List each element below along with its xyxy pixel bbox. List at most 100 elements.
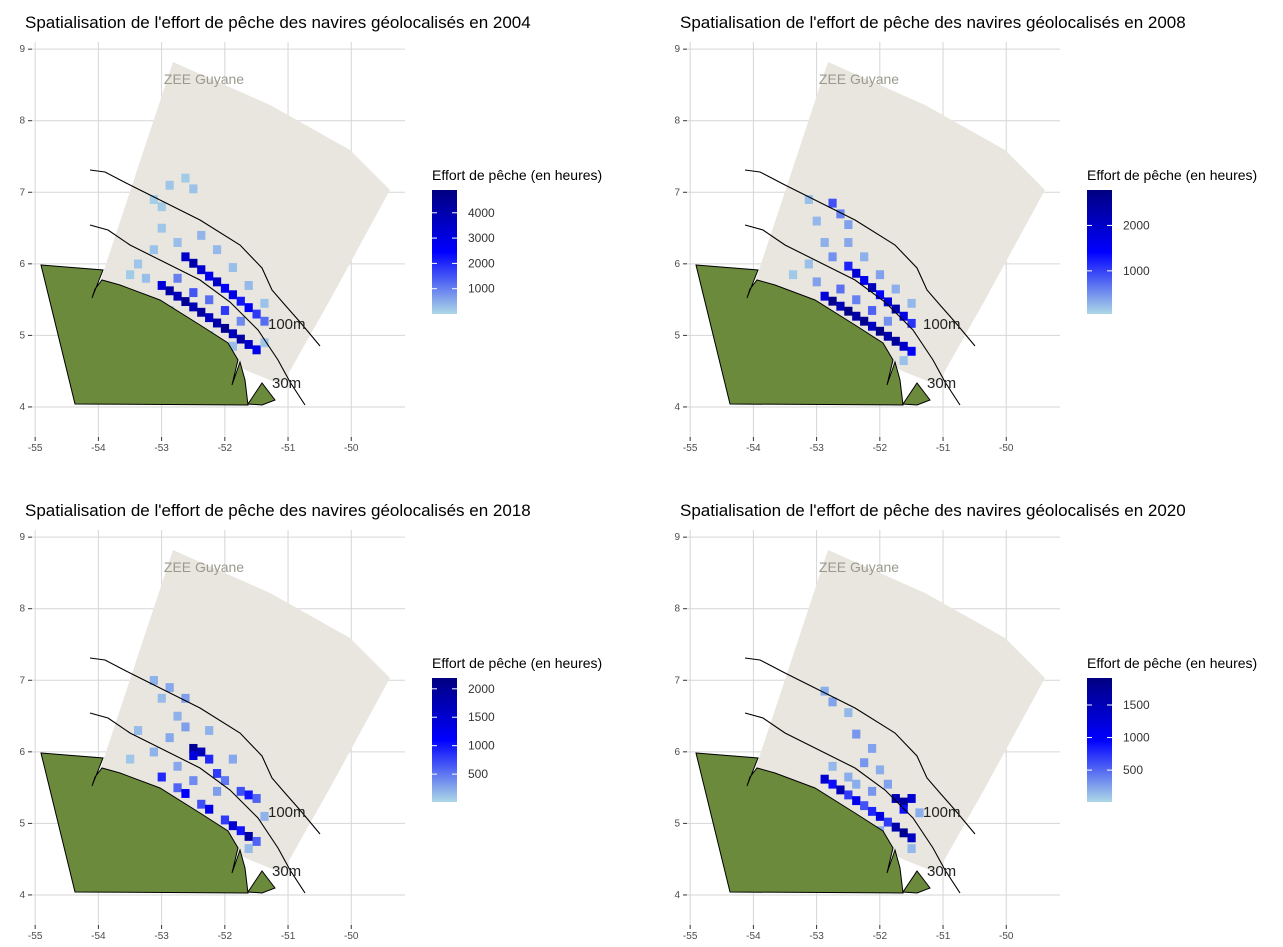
effort-cell xyxy=(860,758,869,768)
y-tick-label: 8 xyxy=(674,604,680,615)
effort-cell xyxy=(220,776,230,786)
effort-cell xyxy=(228,329,237,339)
effort-cell xyxy=(220,323,230,333)
y-tick-label: 8 xyxy=(19,604,25,615)
y-tick-label: 5 xyxy=(19,330,25,341)
effort-cell xyxy=(149,245,158,255)
effort-cell xyxy=(899,797,908,807)
effort-cell xyxy=(852,295,861,305)
effort-cell xyxy=(907,298,916,308)
effort-cell xyxy=(244,831,253,841)
map-panel: Spatialisation de l'effort de pêche des … xyxy=(19,501,602,942)
y-tick-label: 7 xyxy=(674,675,680,686)
effort-cell xyxy=(907,794,916,803)
x-tick-label: -53 xyxy=(154,443,169,454)
effort-cell xyxy=(867,743,877,753)
x-tick-label: -52 xyxy=(218,443,233,454)
effort-cell xyxy=(899,341,908,351)
zone-label: ZEE Guyane xyxy=(164,71,244,87)
effort-cell xyxy=(875,270,885,280)
effort-cell xyxy=(891,304,900,314)
effort-cell xyxy=(828,252,837,262)
legend-tick-label: 500 xyxy=(1123,763,1143,777)
effort-cell xyxy=(915,808,924,818)
effort-cell xyxy=(867,306,877,315)
effort-cell xyxy=(883,779,892,789)
x-tick-label: -53 xyxy=(154,931,169,942)
effort-cell xyxy=(197,265,206,275)
effort-cell xyxy=(907,318,916,328)
effort-cell xyxy=(860,275,869,285)
effort-cell xyxy=(157,693,166,703)
effort-cell xyxy=(899,828,908,838)
legend-tick-label: 500 xyxy=(468,767,488,781)
legend-colorbar xyxy=(432,678,457,802)
legend-tick-label: 1500 xyxy=(468,710,495,724)
effort-cell xyxy=(228,754,237,764)
effort-cell xyxy=(126,270,135,280)
land xyxy=(695,752,931,894)
effort-cell xyxy=(228,341,237,351)
panel-title: Spatialisation de l'effort de pêche des … xyxy=(680,13,1186,32)
y-tick-label: 7 xyxy=(19,187,25,198)
isobath-30m xyxy=(89,712,306,894)
legend-tick-label: 1000 xyxy=(1123,264,1150,278)
effort-cell xyxy=(181,789,190,798)
effort-cell xyxy=(244,281,253,290)
effort-cell xyxy=(907,844,916,854)
isobath-label: 100m xyxy=(268,316,306,333)
y-tick-label: 6 xyxy=(674,747,680,758)
effort-cell xyxy=(820,291,829,301)
map-panel: Spatialisation de l'effort de pêche des … xyxy=(674,13,1257,454)
y-tick-label: 6 xyxy=(674,259,680,270)
effort-cell xyxy=(181,173,190,183)
eez-zone xyxy=(755,550,1045,873)
y-tick-label: 4 xyxy=(19,402,25,413)
effort-cell xyxy=(867,806,877,816)
effort-cell xyxy=(828,198,837,208)
effort-cell xyxy=(149,195,158,205)
legend-tick-label: 1000 xyxy=(468,739,495,753)
effort-cell xyxy=(149,675,158,685)
effort-cell xyxy=(260,298,269,308)
y-tick-label: 8 xyxy=(674,116,680,127)
x-tick-label: -50 xyxy=(999,931,1014,942)
effort-cell xyxy=(236,334,245,344)
effort-cell xyxy=(228,263,237,273)
effort-cell xyxy=(197,747,206,757)
isobath-30m xyxy=(89,224,306,406)
legend-tick-label: 1000 xyxy=(1123,731,1150,745)
effort-cell xyxy=(252,309,261,319)
effort-cell xyxy=(844,708,853,718)
effort-cell xyxy=(244,303,253,313)
x-tick-label: -52 xyxy=(873,931,888,942)
x-tick-label: -55 xyxy=(28,931,43,942)
effort-cell xyxy=(157,202,166,212)
isobath-label: 30m xyxy=(927,375,956,392)
x-tick-label: -52 xyxy=(218,931,233,942)
effort-cell xyxy=(891,794,900,803)
effort-cell xyxy=(189,751,198,761)
effort-cell xyxy=(907,833,916,843)
legend-colorbar xyxy=(1087,190,1112,314)
effort-cell xyxy=(867,321,877,331)
effort-cell xyxy=(189,302,198,312)
effort-cell xyxy=(173,761,182,771)
panel-title: Spatialisation de l'effort de pêche des … xyxy=(680,501,1186,520)
zone-label: ZEE Guyane xyxy=(819,71,899,87)
land xyxy=(695,264,931,406)
isobath-100m xyxy=(89,657,321,835)
effort-cell xyxy=(165,286,174,296)
effort-cell xyxy=(836,785,845,795)
effort-cell xyxy=(173,783,182,793)
isobath-label: 100m xyxy=(268,804,306,821)
effort-cell xyxy=(205,271,214,281)
effort-cell xyxy=(205,295,214,305)
isobath-100m xyxy=(744,169,976,347)
effort-cell xyxy=(212,277,222,287)
isobath-100m xyxy=(89,169,321,347)
effort-cell xyxy=(804,259,813,269)
legend-colorbar xyxy=(1087,678,1112,802)
eez-zone xyxy=(100,62,390,385)
y-tick-label: 5 xyxy=(674,818,680,829)
